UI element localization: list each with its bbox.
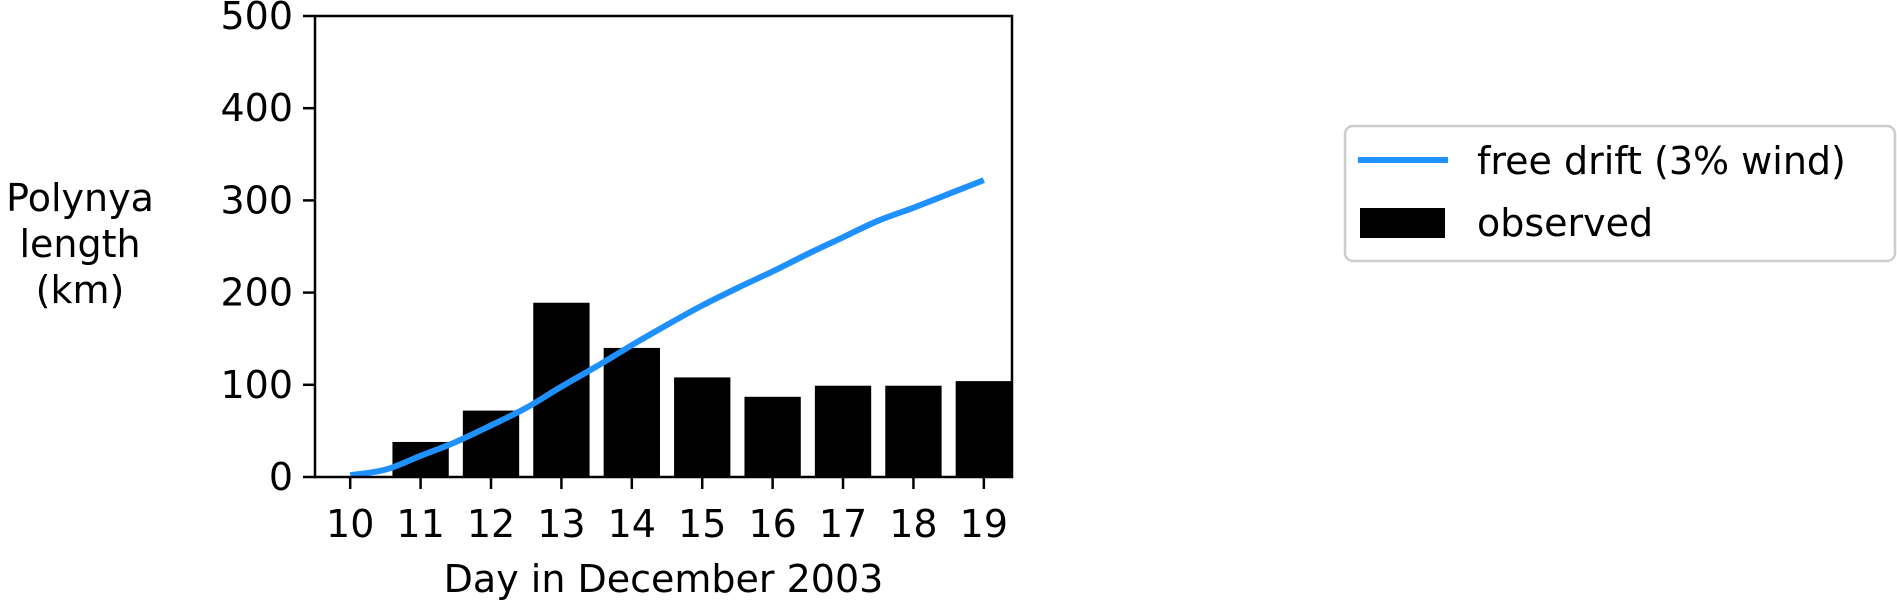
legend-swatch-observed — [1360, 208, 1445, 238]
x-tick-label: 11 — [396, 502, 444, 546]
plot-frame — [313, 14, 1014, 479]
bar-18 — [885, 385, 942, 477]
x-tick-label: 13 — [537, 502, 585, 546]
line-series-free-drift — [349, 177, 985, 479]
legend-label-observed: observed — [1477, 201, 1653, 245]
legend: free drift (3% wind) observed — [1343, 124, 1897, 263]
x-axis: 10 11 12 13 14 15 16 17 18 19 — [326, 477, 1008, 546]
x-tick-label: 17 — [819, 502, 867, 546]
bar-19 — [955, 381, 1012, 477]
y-axis: 0 100 200 300 400 500 — [220, 0, 315, 499]
x-axis-label: Day in December 2003 — [444, 557, 884, 601]
bar-15 — [674, 377, 731, 477]
y-tick-label: 500 — [220, 0, 293, 38]
y-tick-label: 0 — [269, 455, 293, 499]
x-tick-label: 19 — [960, 502, 1008, 546]
x-tick-label: 12 — [467, 502, 515, 546]
x-tick-label: 10 — [326, 502, 374, 546]
y-tick-label: 400 — [220, 86, 293, 130]
y-axis-label-line: (km) — [36, 268, 125, 312]
y-axis-label-line: length — [19, 222, 140, 266]
y-tick-label: 300 — [220, 178, 293, 222]
y-tick-label: 100 — [220, 363, 293, 407]
legend-frame — [1343, 124, 1897, 263]
x-tick-label: 16 — [748, 502, 796, 546]
bar-16 — [744, 396, 801, 477]
y-axis-label-line: Polynya — [6, 176, 154, 220]
y-tick-label: 200 — [220, 271, 293, 315]
x-tick-label: 14 — [608, 502, 656, 546]
bar-17 — [814, 385, 872, 477]
legend-label-free-drift: free drift (3% wind) — [1477, 139, 1846, 183]
x-tick-label: 15 — [678, 502, 726, 546]
bar-series-observed — [392, 302, 1012, 477]
bar-14 — [603, 347, 660, 477]
x-tick-label: 18 — [889, 502, 937, 546]
bar-12 — [462, 410, 520, 477]
